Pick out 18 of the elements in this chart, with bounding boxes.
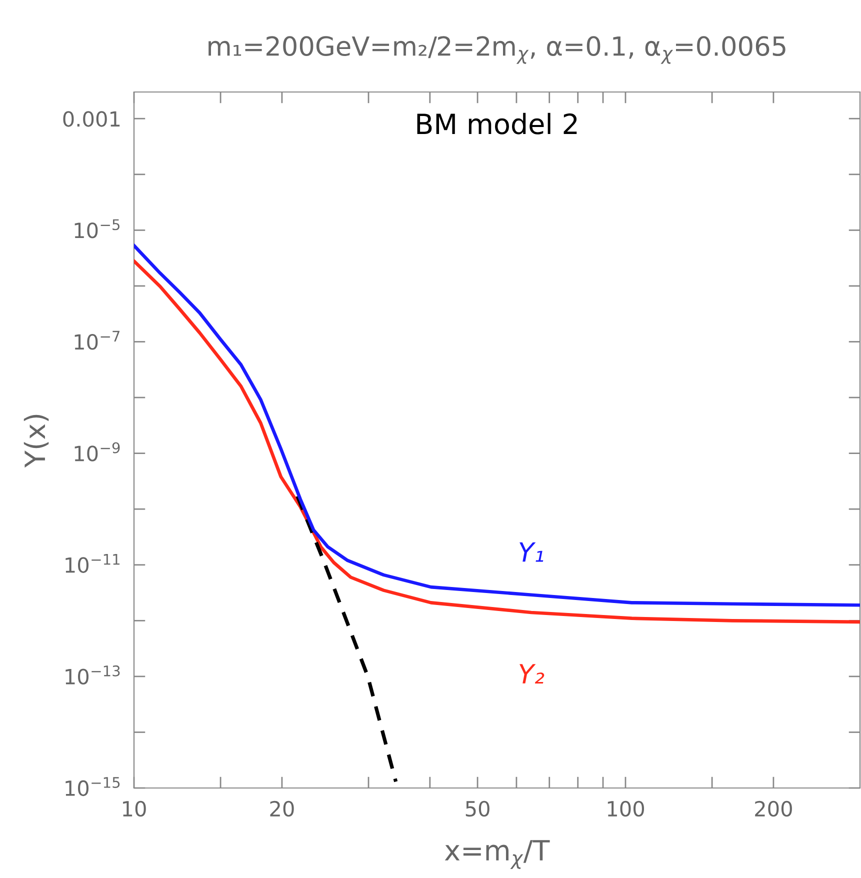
x-tick-label: 50 [466,800,490,817]
y-tick-label: 10$^{−5}$ [74,219,120,238]
y-tick-label: 10$^{−15}$ [66,777,120,796]
y-tick-label: 10$^{−11}$ [66,554,120,573]
annotation: BM model 2 [417,112,577,134]
x-tick-label: 100 [608,800,644,817]
series-label: Y₂ [520,664,544,684]
x-axis-title: x=m$_{χ}$/T [444,840,550,869]
y-tick-label: 10$^{−9}$ [74,442,120,462]
y-axis-title: Y(x) [24,414,49,468]
chart-title: m₁=200GeV=m₂/2=2m$_{χ}$, α=0.1, α$_{χ}$=0.0065 [208,36,786,64]
x-tick-label: 20 [270,800,294,817]
y-tick-label: 10$^{−7}$ [74,330,120,350]
x-tick-label: 10 [123,800,146,817]
y-tick-label: 10$^{−13}$ [66,665,120,684]
series-label: Y₁ [520,542,544,562]
x-tick-label: 200 [755,800,792,817]
y-tick-label: 0.001 [63,111,120,127]
